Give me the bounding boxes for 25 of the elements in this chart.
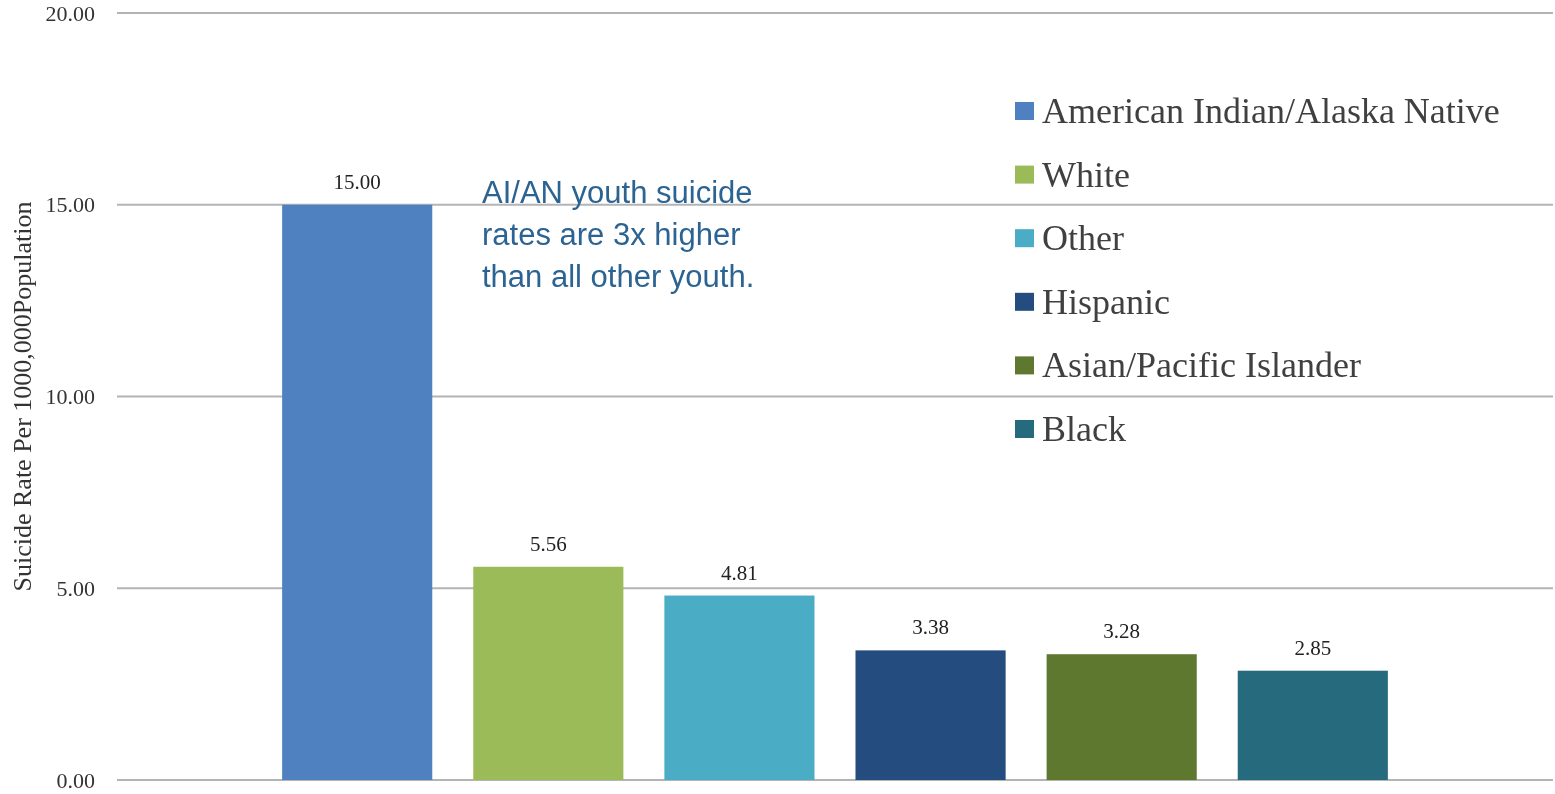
annotation: AI/AN youth suicide rates are 3x higher than all other youth. xyxy=(482,175,755,294)
legend-label: White xyxy=(1042,154,1130,195)
data-label: 2.85 xyxy=(1294,635,1332,660)
bar xyxy=(473,566,624,780)
legend-label: Asian/Pacific Islander xyxy=(1042,345,1361,386)
y-tick-label: 20.00 xyxy=(45,0,95,26)
data-label: 5.56 xyxy=(529,531,567,556)
legend-label: Hispanic xyxy=(1042,281,1170,322)
data-label: 3.28 xyxy=(1103,619,1141,644)
y-axis-title: Suicide Rate Per 1000,000Population xyxy=(8,201,37,592)
y-tick-label: 5.00 xyxy=(56,575,95,601)
bar xyxy=(664,595,815,780)
data-label: 15.00 xyxy=(333,169,381,194)
y-tick-label: 0.00 xyxy=(56,767,95,793)
y-tick-label: 15.00 xyxy=(45,192,95,218)
legend-label: Other xyxy=(1042,218,1124,259)
bar xyxy=(1046,654,1197,780)
data-label: 3.38 xyxy=(912,615,949,640)
bar xyxy=(1237,670,1388,780)
legend-label: American Indian/Alaska Native xyxy=(1042,91,1500,131)
legend-label: Black xyxy=(1042,409,1126,449)
y-tick-label: 10.00 xyxy=(45,384,95,410)
bar xyxy=(282,204,433,780)
bar xyxy=(855,650,1006,780)
data-label: 4.81 xyxy=(721,560,758,585)
